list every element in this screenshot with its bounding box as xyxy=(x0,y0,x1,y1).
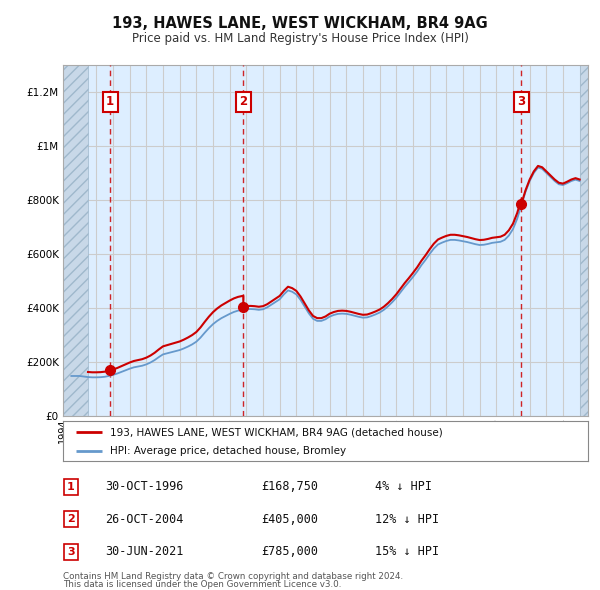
Text: 1: 1 xyxy=(67,482,74,491)
Text: 12% ↓ HPI: 12% ↓ HPI xyxy=(375,513,439,526)
Text: Price paid vs. HM Land Registry's House Price Index (HPI): Price paid vs. HM Land Registry's House … xyxy=(131,32,469,45)
Text: 2: 2 xyxy=(239,95,247,108)
Bar xyxy=(63,65,88,416)
Text: 2: 2 xyxy=(67,514,74,524)
Text: 193, HAWES LANE, WEST WICKHAM, BR4 9AG: 193, HAWES LANE, WEST WICKHAM, BR4 9AG xyxy=(112,16,488,31)
Text: £168,750: £168,750 xyxy=(261,480,318,493)
Text: 3: 3 xyxy=(517,95,526,108)
Text: £405,000: £405,000 xyxy=(261,513,318,526)
Text: This data is licensed under the Open Government Licence v3.0.: This data is licensed under the Open Gov… xyxy=(63,580,341,589)
Text: 30-JUN-2021: 30-JUN-2021 xyxy=(105,545,184,558)
Text: 26-OCT-2004: 26-OCT-2004 xyxy=(105,513,184,526)
Text: 30-OCT-1996: 30-OCT-1996 xyxy=(105,480,184,493)
Text: £785,000: £785,000 xyxy=(261,545,318,558)
Text: 193, HAWES LANE, WEST WICKHAM, BR4 9AG (detached house): 193, HAWES LANE, WEST WICKHAM, BR4 9AG (… xyxy=(110,427,443,437)
Text: 4% ↓ HPI: 4% ↓ HPI xyxy=(375,480,432,493)
Text: 1: 1 xyxy=(106,95,114,108)
Text: 15% ↓ HPI: 15% ↓ HPI xyxy=(375,545,439,558)
Bar xyxy=(580,65,588,416)
Text: Contains HM Land Registry data © Crown copyright and database right 2024.: Contains HM Land Registry data © Crown c… xyxy=(63,572,403,581)
Text: HPI: Average price, detached house, Bromley: HPI: Average price, detached house, Brom… xyxy=(110,447,346,456)
Text: 3: 3 xyxy=(67,547,74,556)
